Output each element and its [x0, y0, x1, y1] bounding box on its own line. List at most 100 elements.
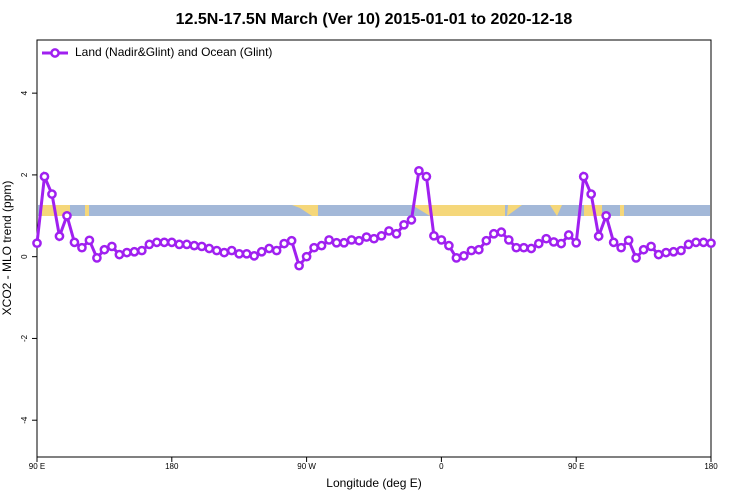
- data-point: [593, 231, 604, 242]
- data-point: [294, 260, 304, 271]
- data-point: [414, 165, 424, 176]
- x-axis-label: Longitude (deg E): [326, 476, 421, 490]
- data-point: [571, 237, 582, 248]
- data-point: [473, 244, 484, 255]
- x-tick-label: 180: [704, 462, 718, 471]
- data-point: [691, 237, 701, 248]
- data-point: [646, 241, 656, 252]
- data-point: [159, 237, 170, 248]
- data-point: [32, 238, 42, 249]
- data-point: [256, 246, 267, 257]
- data-point: [541, 233, 552, 244]
- data-point: [503, 235, 514, 245]
- data-point: [189, 240, 200, 251]
- data-point: [136, 245, 147, 256]
- data-point: [122, 247, 132, 258]
- plot-frame: [36, 39, 712, 458]
- data-point: [84, 235, 95, 246]
- data-point: [661, 247, 671, 258]
- data-point: [631, 253, 641, 263]
- data-point: [526, 243, 537, 254]
- data-point: [706, 238, 716, 249]
- y-tick-label: 4: [20, 90, 29, 95]
- data-point: [391, 228, 402, 239]
- data-point: [548, 237, 559, 247]
- data-point: [77, 242, 87, 253]
- data-point: [264, 243, 275, 254]
- data-point: [62, 210, 72, 221]
- data-point: [376, 230, 387, 241]
- data-point: [533, 238, 544, 249]
- data-point: [698, 237, 709, 248]
- data-point: [451, 253, 462, 263]
- y-tick-label: -2: [20, 334, 29, 342]
- data-point: [638, 244, 649, 255]
- y-tick-label: 2: [20, 172, 29, 177]
- data-point: [129, 246, 140, 257]
- data-point: [369, 233, 379, 244]
- data-point: [354, 235, 364, 246]
- data-point: [496, 227, 507, 237]
- data-point: [316, 240, 327, 251]
- data-point: [518, 242, 529, 253]
- data-point: [181, 239, 192, 250]
- data-point: [114, 249, 125, 260]
- data-point: [436, 235, 447, 245]
- data-point: [166, 237, 177, 248]
- chart-title: 12.5N-17.5N March (Ver 10) 2015-01-01 to…: [176, 11, 573, 28]
- data-point: [301, 251, 312, 262]
- x-tick-label: 0: [439, 462, 444, 471]
- data-point: [47, 189, 57, 199]
- data-point: [279, 238, 289, 249]
- data-point: [226, 245, 237, 256]
- data-point: [683, 239, 694, 250]
- data-point: [331, 237, 342, 248]
- data-point: [361, 232, 372, 242]
- data-point: [586, 189, 597, 199]
- data-point: [676, 245, 686, 256]
- legend-marker: [50, 48, 60, 58]
- data-point: [286, 235, 297, 246]
- data-point: [511, 242, 522, 253]
- data-point: [219, 247, 230, 258]
- x-tick-label: 90 W: [297, 462, 316, 471]
- data-point: [384, 226, 394, 236]
- data-point: [578, 171, 589, 182]
- data-point: [444, 240, 454, 251]
- data-point: [234, 248, 245, 259]
- y-tick-label: -4: [20, 416, 29, 424]
- data-point: [556, 238, 567, 249]
- data-point: [271, 245, 282, 256]
- data-point: [488, 228, 499, 239]
- data-point: [241, 248, 252, 259]
- data-point: [429, 230, 439, 241]
- data-point: [151, 237, 162, 248]
- data-point: [399, 219, 409, 230]
- data-point: [204, 243, 215, 254]
- data-point: [406, 215, 417, 225]
- x-tick-label: 90 E: [568, 462, 584, 471]
- x-tick-label: 90 E: [29, 462, 45, 471]
- data-point: [563, 230, 574, 240]
- data-point: [608, 237, 619, 248]
- data-point: [623, 235, 634, 246]
- data-point: [653, 249, 664, 260]
- data-point: [196, 241, 207, 252]
- y-axis-label: XCO2 - MLO trend (ppm): [0, 181, 14, 316]
- x-tick-label: 180: [165, 462, 179, 471]
- data-point: [92, 253, 102, 263]
- data-point: [459, 251, 469, 261]
- data-point: [249, 251, 260, 261]
- data-point: [99, 244, 110, 255]
- data-point: [39, 171, 50, 182]
- data-point: [346, 235, 357, 245]
- data-point: [174, 239, 185, 250]
- data-point: [309, 242, 319, 253]
- data-point: [107, 241, 117, 252]
- data-point: [466, 245, 477, 256]
- data-point: [339, 237, 349, 248]
- data-point: [668, 246, 679, 257]
- data-point: [601, 210, 612, 221]
- data-point: [616, 242, 626, 253]
